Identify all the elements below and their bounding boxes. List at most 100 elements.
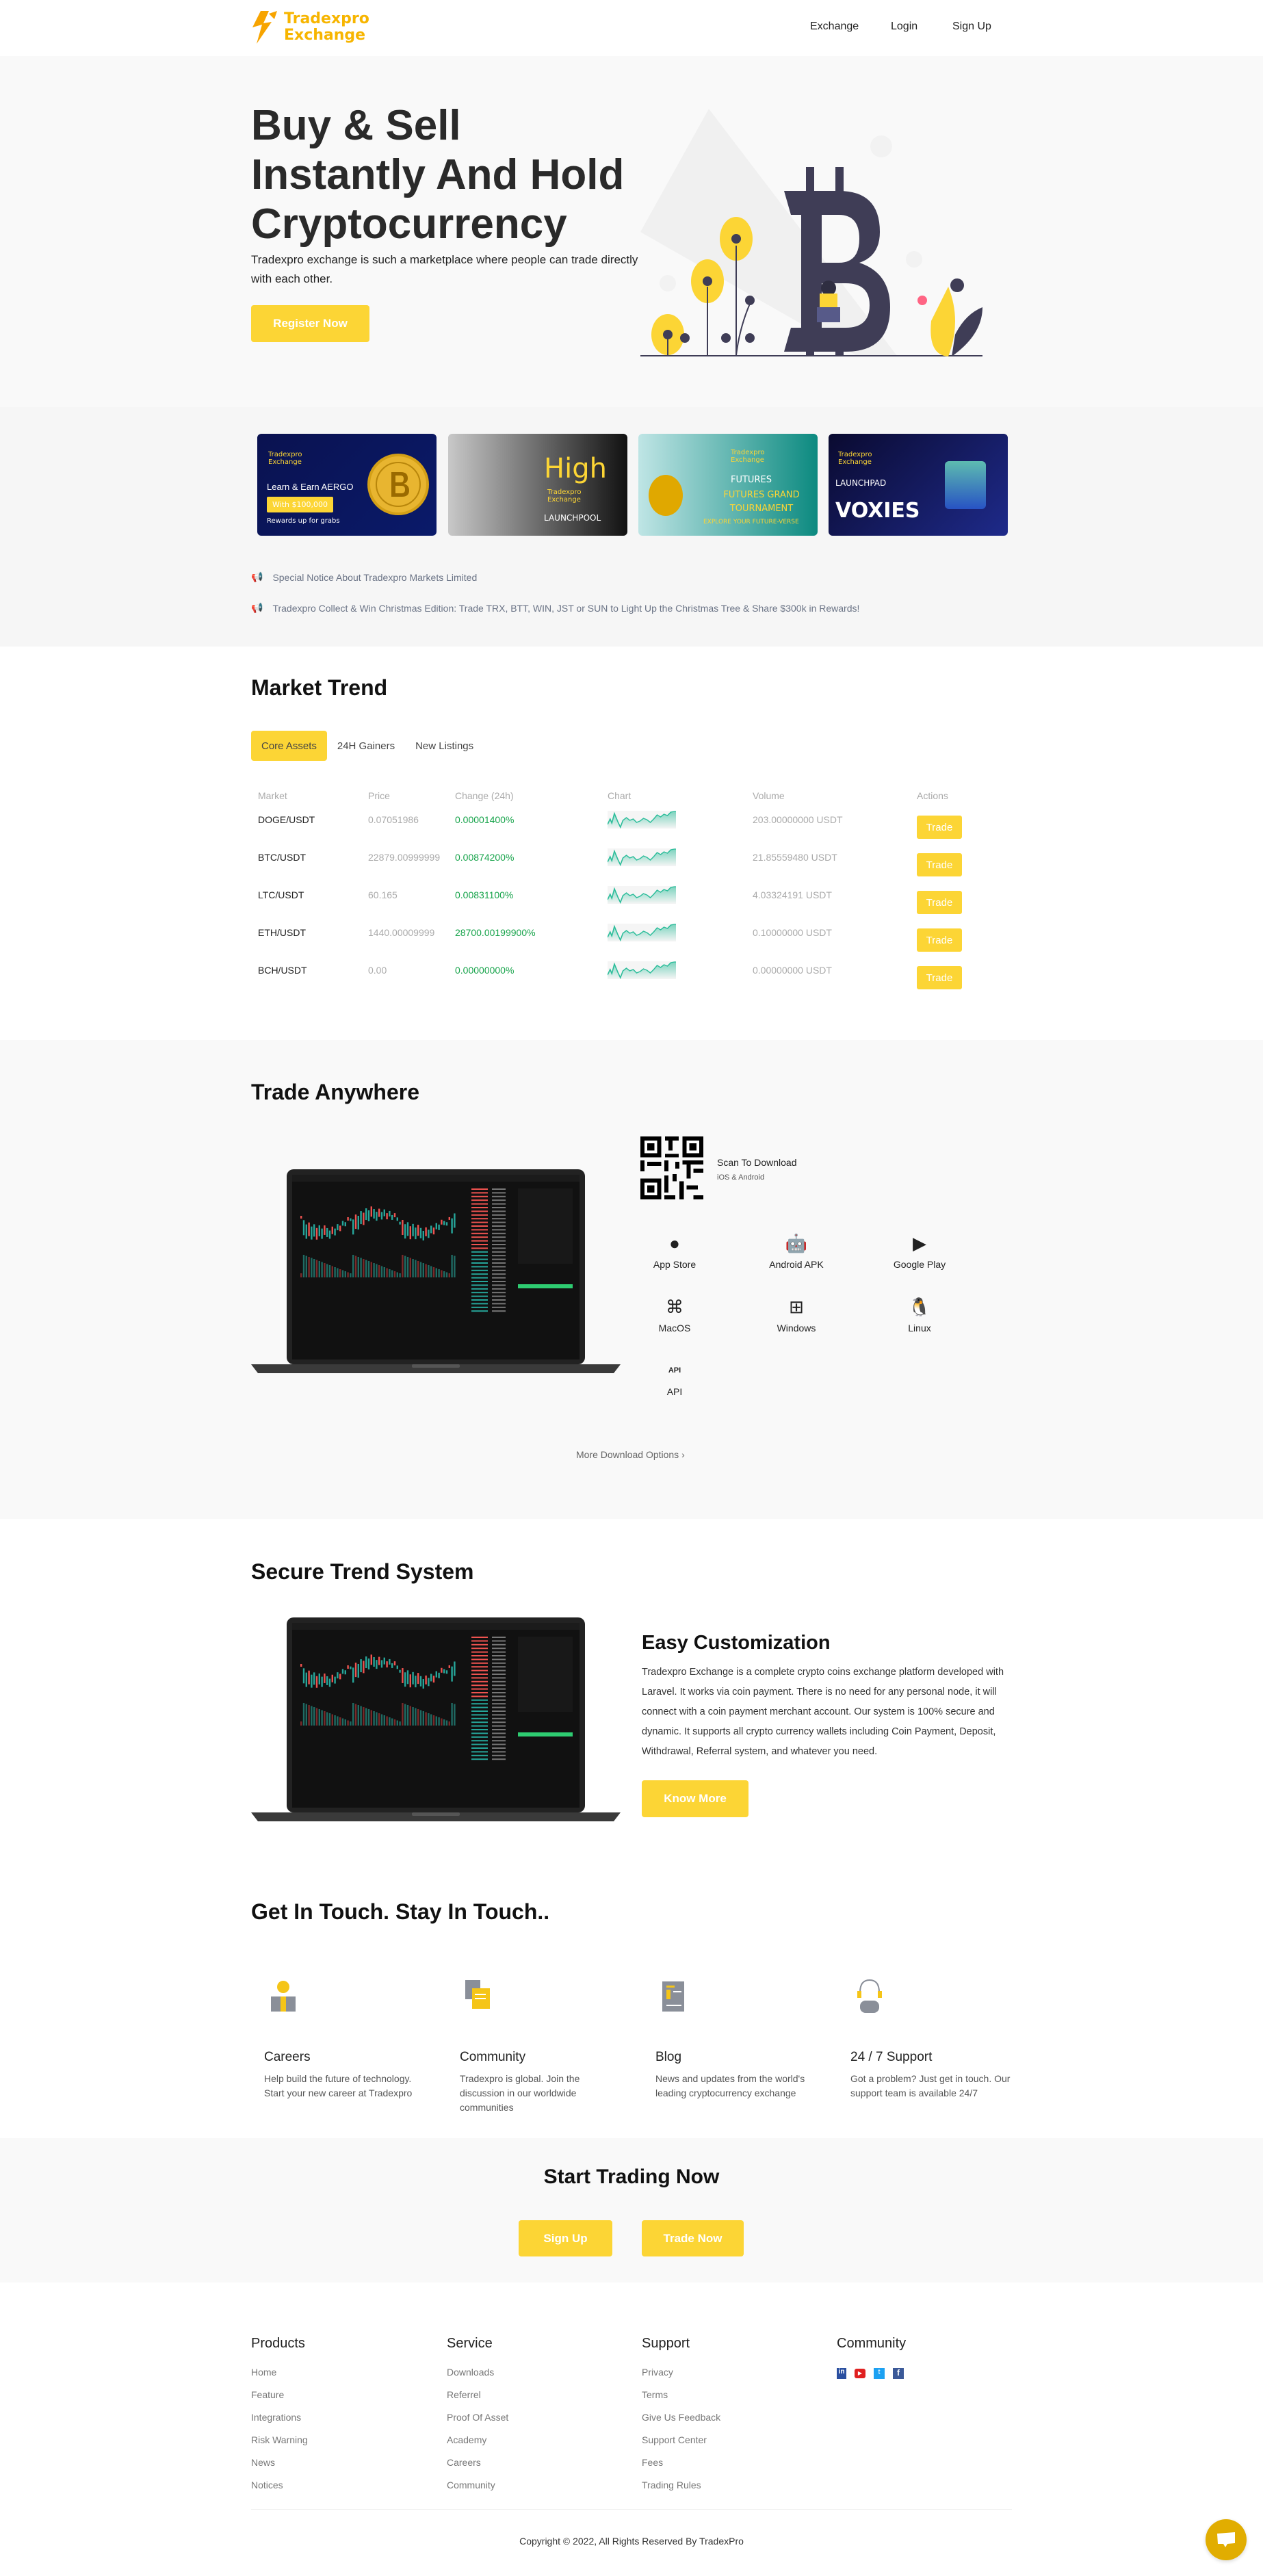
cell-price: 0.07051986 xyxy=(368,814,419,825)
signup-button[interactable]: Sign Up xyxy=(519,2220,612,2256)
twitter-icon[interactable]: t xyxy=(874,2368,885,2379)
trade-button[interactable]: Trade xyxy=(917,928,962,952)
footer-column-community: Community in ▶ t f xyxy=(837,2336,907,2379)
logo[interactable]: Tradexpro Exchange xyxy=(251,10,369,45)
contact-card-blog[interactable]: Blog News and updates from the world's le… xyxy=(655,1977,820,2100)
footer-link[interactable]: Academy xyxy=(447,2434,487,2445)
contact-card-careers[interactable]: Careers Help build the future of technolo… xyxy=(264,1977,428,2100)
download-app-store[interactable]: ● App Store xyxy=(620,1232,729,1271)
cell-market: DOGE/USDT xyxy=(258,814,315,825)
download-google-play[interactable]: ▶ Google Play xyxy=(865,1232,974,1271)
trade-button[interactable]: Trade xyxy=(917,853,962,876)
download-android-apk[interactable]: 🤖 Android APK xyxy=(742,1232,851,1271)
secure-trend-section: Secure Trend System Easy Customization T… xyxy=(0,1519,1263,1868)
chat-button[interactable] xyxy=(1206,2519,1247,2560)
banner-learn-earn[interactable]: Tradexpro Exchange Learn & Earn AERGO Wi… xyxy=(257,434,437,536)
hero-section: Buy & Sell Instantly And Hold Cryptocurren… xyxy=(0,56,1263,407)
trade-button[interactable]: Trade xyxy=(917,816,962,839)
footer-link[interactable]: News xyxy=(251,2457,276,2468)
download-windows[interactable]: ⊞ Windows xyxy=(742,1295,851,1334)
footer-divider xyxy=(251,2509,1012,2510)
cell-change: 0.00831100% xyxy=(455,889,514,900)
market-tabs: Core Assets 24H Gainers New Listings xyxy=(251,731,484,761)
banner-launchpad[interactable]: Tradexpro Exchange LAUNCHPAD VOXIES xyxy=(829,434,1008,536)
bitcoin-coin-icon xyxy=(367,454,429,515)
footer-link[interactable]: Careers xyxy=(447,2457,481,2468)
get-in-touch-section: Get In Touch. Stay In Touch.. Careers Hel… xyxy=(0,1868,1263,2138)
cell-volume: 4.03324191 USDT xyxy=(753,889,832,900)
tab-new-listings[interactable]: New Listings xyxy=(415,740,474,752)
sparkline-chart xyxy=(608,886,676,904)
cell-price: 60.165 xyxy=(368,889,398,900)
sparkline-chart xyxy=(608,848,676,866)
footer-link[interactable]: Home xyxy=(251,2367,277,2378)
logo-bolt-icon xyxy=(252,11,277,44)
section-title: Secure Trend System xyxy=(251,1559,474,1584)
footer-link[interactable]: Risk Warning xyxy=(251,2434,308,2445)
scan-subtitle: iOS & Android xyxy=(717,1173,765,1182)
linkedin-icon[interactable]: in xyxy=(837,2368,846,2379)
contact-card-24-7-support[interactable]: 24 / 7 Support Got a problem? Just get in… xyxy=(850,1977,1015,2100)
youtube-icon[interactable]: ▶ xyxy=(855,2369,865,2378)
support-icon xyxy=(857,1979,882,2013)
google-play-icon: ▶ xyxy=(913,1232,926,1253)
banner-futures[interactable]: Tradexpro Exchange FUTURES FUTURES GRAND… xyxy=(638,434,818,536)
more-download-options-link[interactable]: More Download Options › xyxy=(576,1449,685,1460)
trade-anywhere-section: Trade Anywhere Scan To Download iOS & An… xyxy=(0,1040,1263,1519)
footer-link[interactable]: Fees xyxy=(642,2457,664,2468)
linux-icon: 🐧 xyxy=(908,1296,931,1317)
cell-change: 0.00874200% xyxy=(455,852,515,863)
register-now-button[interactable]: Register Now xyxy=(251,305,369,342)
footer-link[interactable]: Privacy xyxy=(642,2367,673,2378)
nav-exchange[interactable]: Exchange xyxy=(810,21,859,32)
footer-link[interactable]: Referrel xyxy=(447,2389,481,2400)
banner-launchpool[interactable]: High Tradexpro Exchange LAUNCHPOOL xyxy=(448,434,627,536)
community-icon xyxy=(465,1980,490,2009)
windows-icon: ⊞ xyxy=(789,1296,804,1317)
start-trading-title: Start Trading Now xyxy=(543,2165,720,2188)
hero-subtitle: Tradexpro exchange is such a marketplace… xyxy=(251,253,638,285)
footer-link[interactable]: Integrations xyxy=(251,2412,302,2423)
sparkline-chart xyxy=(608,961,676,979)
cell-price: 0.00 xyxy=(368,965,387,976)
footer-link[interactable]: Community xyxy=(447,2480,495,2490)
cell-change: 28700.00199900% xyxy=(455,927,536,938)
start-trading-section: Start Trading Now Sign Up Trade Now xyxy=(0,2138,1263,2282)
footer-link[interactable]: Notices xyxy=(251,2480,283,2490)
footer-link[interactable]: Terms xyxy=(642,2389,668,2400)
trade-now-button[interactable]: Trade Now xyxy=(642,2220,744,2256)
download-linux[interactable]: 🐧 Linux xyxy=(865,1295,974,1334)
trade-button[interactable]: Trade xyxy=(917,891,962,914)
footer-column-products: Products Home Feature Integrations Risk Warn… xyxy=(251,2336,308,2490)
footer-link[interactable]: Downloads xyxy=(447,2367,495,2378)
site-header: Tradexpro Exchange Exchange Login Sign Up xyxy=(0,0,1263,56)
nav-signup[interactable]: Sign Up xyxy=(952,21,991,32)
download-macos[interactable]: ⌘ MacOS xyxy=(620,1295,729,1334)
nav-login[interactable]: Login xyxy=(891,21,918,32)
tab-24h-gainers[interactable]: 24H Gainers xyxy=(337,740,395,752)
cell-price: 1440.00009999 xyxy=(368,927,435,938)
section-title: Get In Touch. Stay In Touch.. xyxy=(251,1899,550,1924)
footer-link[interactable]: Give Us Feedback xyxy=(642,2412,721,2423)
footer-column-support: Support Privacy Terms Give Us Feedback Suppo… xyxy=(642,2336,721,2490)
android-icon: 🤖 xyxy=(785,1232,808,1253)
contact-card-community[interactable]: Community Tradexpro is global. Join the d… xyxy=(460,1977,624,2115)
notice-item[interactable]: 📢 Special Notice About Tradexpro Markets … xyxy=(251,571,478,583)
footer-link[interactable]: Trading Rules xyxy=(642,2480,701,2490)
notice-item[interactable]: 📢 Tradexpro Collect & Win Christmas Editi… xyxy=(251,602,860,614)
facebook-icon[interactable]: f xyxy=(893,2368,904,2379)
chat-bubble-icon xyxy=(1217,2532,1235,2547)
tab-core-assets[interactable]: Core Assets xyxy=(251,731,327,761)
know-more-button[interactable]: Know More xyxy=(642,1780,748,1817)
footer-link[interactable]: Proof Of Asset xyxy=(447,2412,509,2423)
footer-link[interactable]: Feature xyxy=(251,2389,285,2400)
cell-price: 22879.00999999 xyxy=(368,852,441,863)
footer-link[interactable]: Support Center xyxy=(642,2434,707,2445)
cell-market: ETH/USDT xyxy=(258,927,306,938)
download-api[interactable]: API API xyxy=(620,1359,729,1397)
promo-banners-section: Tradexpro Exchange Learn & Earn AERGO Wi… xyxy=(0,407,1263,647)
trade-button[interactable]: Trade xyxy=(917,966,962,989)
blog-icon xyxy=(662,1981,684,2012)
cell-market: BCH/USDT xyxy=(258,965,307,976)
section-title: Trade Anywhere xyxy=(251,1080,420,1104)
